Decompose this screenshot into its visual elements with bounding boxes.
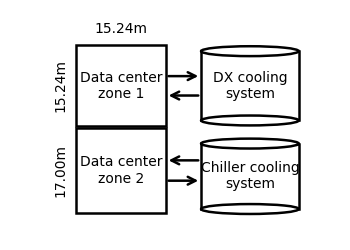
Bar	[201, 51, 299, 120]
Text: 15.24m: 15.24m	[94, 22, 148, 36]
Bar	[201, 144, 299, 209]
Bar	[76, 46, 166, 126]
Text: Chiller cooling
system: Chiller cooling system	[201, 161, 299, 192]
Ellipse shape	[201, 204, 299, 214]
Ellipse shape	[201, 46, 299, 56]
Text: 17.00m: 17.00m	[53, 144, 67, 197]
Bar	[76, 128, 166, 213]
Text: Data center
zone 1: Data center zone 1	[80, 71, 162, 101]
Ellipse shape	[201, 138, 299, 148]
Ellipse shape	[201, 116, 299, 126]
Text: DX cooling
system: DX cooling system	[212, 71, 287, 101]
Text: Data center
zone 2: Data center zone 2	[80, 156, 162, 186]
Text: 15.24m: 15.24m	[53, 59, 67, 112]
